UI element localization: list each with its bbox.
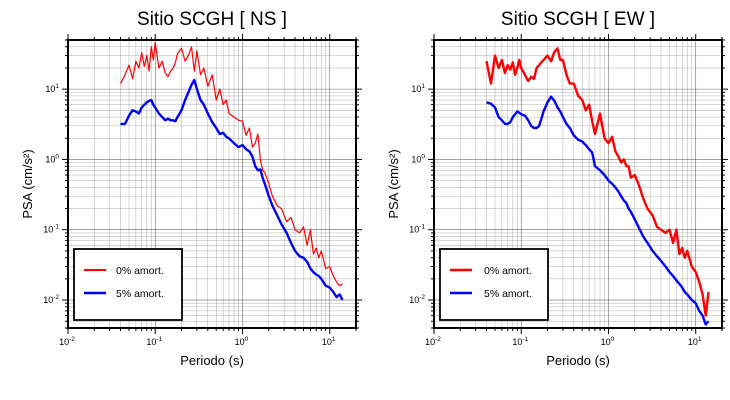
chart-panel-ew: Sitio SCGH [ EW ] 10-2 10-1 100 10110-210-1… <box>386 9 728 368</box>
y-axis-label-text: PSA (cm/s²) <box>20 149 35 218</box>
plot-frame <box>67 39 357 329</box>
legend: 0% amort. 5% amort. <box>439 248 549 321</box>
series-line-5pct <box>486 95 710 326</box>
y-tick-label: 10-2 <box>43 294 59 305</box>
tick-label-base: 10 <box>411 84 421 94</box>
legend: 0% amort. 5% amort. <box>73 248 183 321</box>
data-lines <box>485 47 710 326</box>
tick-label-base: 10 <box>43 295 53 305</box>
y-axis-label-text: PSA (cm/s²) <box>386 149 401 218</box>
tick-label-base: 10 <box>59 337 69 347</box>
plot-frame <box>433 39 723 329</box>
legend-label-5pct: 5% amort. <box>484 288 532 300</box>
tick-label-base: 10 <box>688 337 698 347</box>
tick-label-base: 10 <box>411 154 421 164</box>
tick-label-exponent: -1 <box>522 336 528 343</box>
y-tick-label: 101 <box>45 83 59 94</box>
x-tick-label: 10-1 <box>146 336 162 347</box>
legend-label-5pct: 5% amort. <box>116 288 164 300</box>
tick-label-exponent: 0 <box>245 336 249 343</box>
tick-label-base: 10 <box>146 337 156 347</box>
x-axis-label: Periodo (s) <box>180 353 244 368</box>
y-tick-label: 100 <box>411 153 425 164</box>
tick-label-exponent: -2 <box>69 336 75 343</box>
tick-label-base: 10 <box>425 337 435 347</box>
tick-label-exponent: 1 <box>421 83 425 90</box>
legend-box <box>73 248 183 321</box>
tick-label-exponent: -2 <box>435 336 441 343</box>
tick-label-exponent: -1 <box>53 224 59 231</box>
tick-label-exponent: 0 <box>55 153 59 160</box>
y-tick-label: 10-2 <box>409 294 425 305</box>
x-axis-label: Periodo (s) <box>546 353 610 368</box>
x-tick-label: 10-2 <box>425 336 441 347</box>
y-tick-label: 10-1 <box>43 224 59 235</box>
x-tick-label: 10-2 <box>59 336 75 347</box>
tick-label-exponent: 1 <box>332 336 336 343</box>
series-line-0pct <box>485 47 710 317</box>
y-axis-label: PSA (cm/s²) <box>20 149 35 218</box>
y-tick-label: 101 <box>411 83 425 94</box>
data-lines <box>119 41 344 301</box>
tick-label-base: 10 <box>601 337 611 347</box>
x-tick-label: 10-1 <box>512 336 528 347</box>
tick-label-base: 10 <box>45 84 55 94</box>
tick-label-exponent: -2 <box>53 294 59 301</box>
series-line-5pct <box>120 78 344 301</box>
tick-label-exponent: 1 <box>698 336 702 343</box>
x-tick-label: 101 <box>688 336 702 347</box>
tick-label-base: 10 <box>235 337 245 347</box>
tick-label-exponent: -1 <box>156 336 162 343</box>
tick-label-exponent: -1 <box>419 224 425 231</box>
tick-label-exponent: -2 <box>419 294 425 301</box>
chart-panel-ns: Sitio SCGH [ NS ] 10-2 10-1 100 10110-210-1… <box>20 9 362 368</box>
legend-label-0pct: 0% amort. <box>116 265 164 277</box>
chart-title: Sitio SCGH [ NS ] <box>137 9 287 30</box>
tick-label-exponent: 0 <box>611 336 615 343</box>
tick-label-base: 10 <box>322 337 332 347</box>
legend-box <box>439 248 549 321</box>
tick-label-exponent: 0 <box>421 153 425 160</box>
tick-label-base: 10 <box>512 337 522 347</box>
tick-label-base: 10 <box>409 295 419 305</box>
legend-label-0pct: 0% amort. <box>484 265 532 277</box>
x-tick-label: 100 <box>601 336 615 347</box>
x-tick-label: 100 <box>235 336 249 347</box>
tick-label-base: 10 <box>45 154 55 164</box>
x-tick-label: 101 <box>322 336 336 347</box>
tick-label-base: 10 <box>409 225 419 235</box>
tick-label-base: 10 <box>43 225 53 235</box>
chart-title: Sitio SCGH [ EW ] <box>501 9 655 30</box>
y-tick-label: 100 <box>45 153 59 164</box>
y-axis-label: PSA (cm/s²) <box>386 149 401 218</box>
tick-label-exponent: 1 <box>55 83 59 90</box>
series-line-0pct <box>119 41 343 287</box>
y-tick-label: 10-1 <box>409 224 425 235</box>
